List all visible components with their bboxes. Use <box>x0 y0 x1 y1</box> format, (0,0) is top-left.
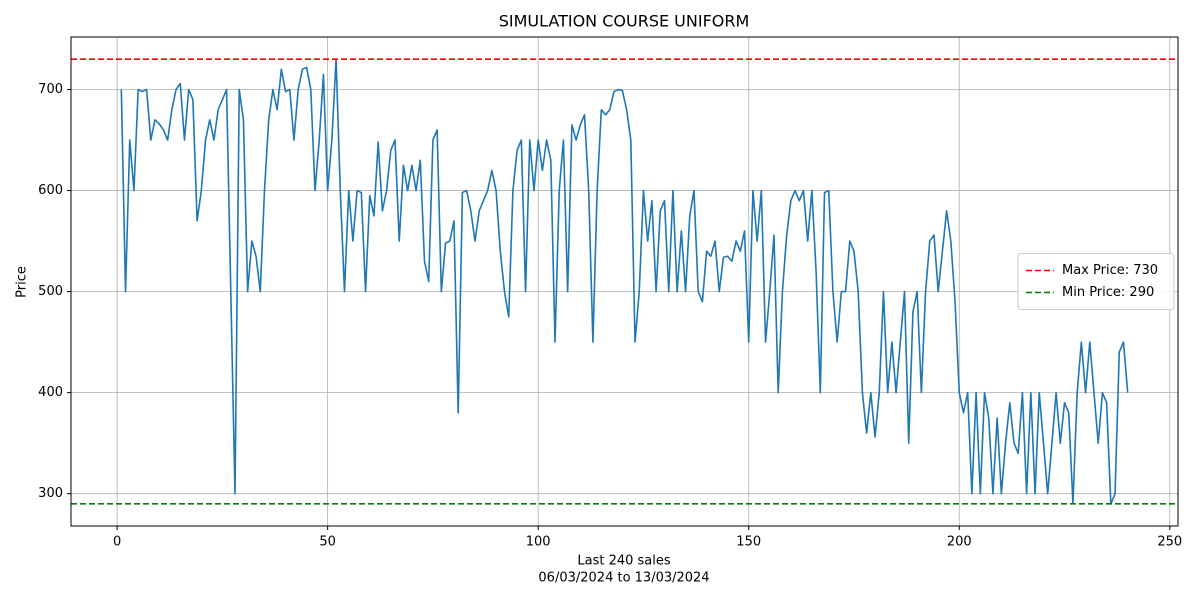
price-line <box>120 58 1129 505</box>
x-axis-label: Last 240 sales <box>577 554 671 569</box>
x-tick-label: 150 <box>736 535 761 550</box>
legend-label: Max Price: 730 <box>1062 263 1158 278</box>
legend-label: Min Price: 290 <box>1062 285 1154 300</box>
y-tick-label: 600 <box>38 183 63 198</box>
x-tick-label: 100 <box>526 535 551 550</box>
chart-title: SIMULATION COURSE UNIFORM <box>499 12 750 31</box>
x-tick-label: 250 <box>1157 535 1182 550</box>
x-tick-label: 50 <box>319 535 336 550</box>
x-tick-label: 200 <box>947 535 972 550</box>
y-tick-label: 300 <box>38 486 63 501</box>
x-axis-label: 06/03/2024 to 13/03/2024 <box>538 571 709 586</box>
y-tick-label: 500 <box>38 284 63 299</box>
y-axis-label: Price <box>15 266 30 298</box>
plot-frame <box>70 36 1179 527</box>
y-tick-label: 400 <box>38 385 63 400</box>
x-tick-label: 0 <box>113 535 121 550</box>
y-tick-label: 700 <box>38 82 63 97</box>
legend-box <box>1017 253 1175 310</box>
